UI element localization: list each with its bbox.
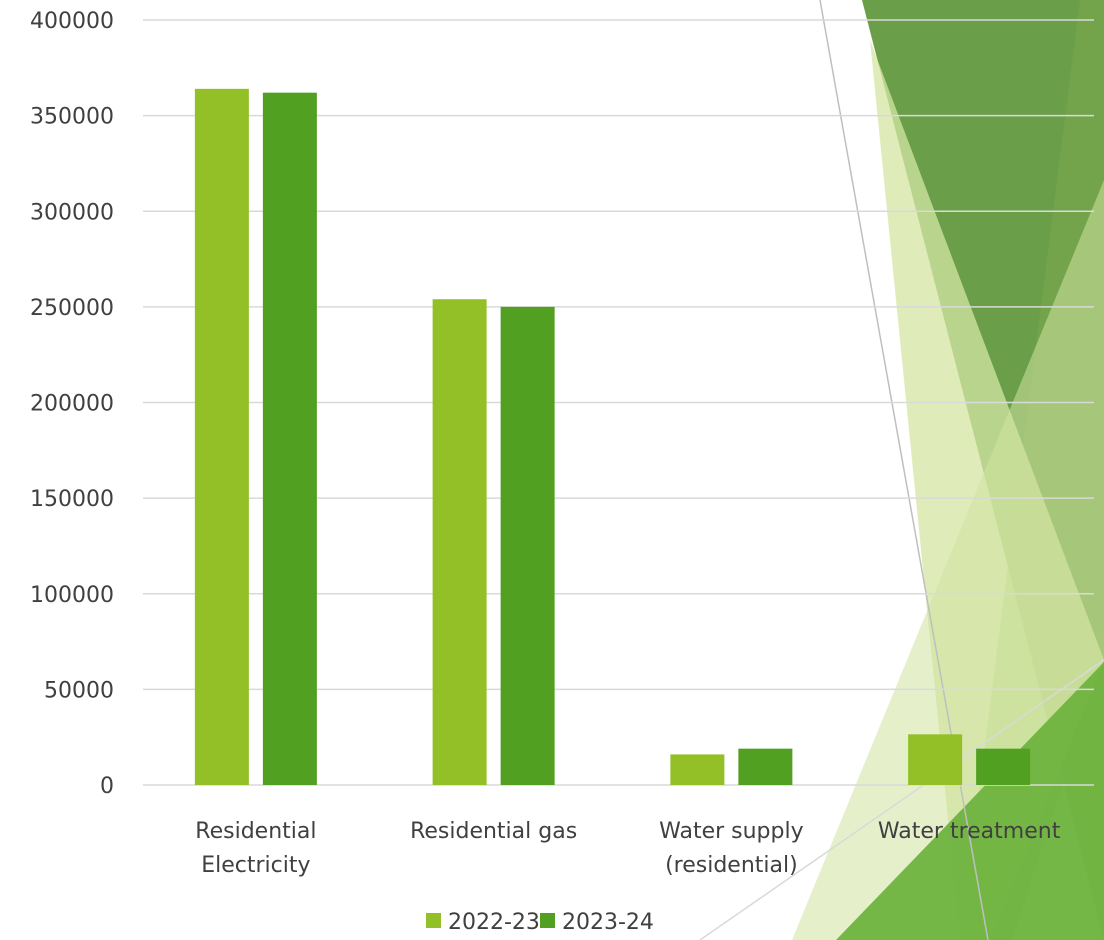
decor-line-lower [699, 659, 1104, 940]
x-tick-label: Residential gas [410, 819, 577, 844]
x-tick-label: Electricity [201, 853, 310, 878]
y-tick-label: 200000 [30, 392, 114, 417]
x-tick-label: Water treatment [878, 819, 1061, 844]
bar-2023-24-2 [738, 748, 793, 785]
bar-2022-23-1 [432, 299, 487, 785]
bar-2022-23-0 [194, 88, 249, 786]
decor-green-triangle [836, 662, 1104, 940]
bar-2022-23-2 [670, 754, 725, 785]
x-tick-label: Residential [195, 819, 316, 844]
legend-swatch-2023-24 [540, 913, 555, 928]
y-tick-label: 50000 [44, 678, 114, 703]
y-tick-label: 300000 [30, 200, 114, 225]
y-tick-label: 400000 [30, 9, 114, 34]
y-axis-ticks: 0 50000 100000 150000 200000 250000 300000 3500… [30, 9, 114, 799]
legend-label: 2023-24 [562, 910, 654, 935]
x-axis-ticks: Residential Electricity Residential gas Wat… [195, 819, 1060, 878]
y-tick-label: 250000 [30, 296, 114, 321]
y-tick-label: 100000 [30, 583, 114, 608]
x-tick-label: Water supply [659, 819, 804, 844]
legend: 2022-23 2023-24 [426, 910, 654, 935]
bar-2023-24-1 [500, 306, 555, 785]
legend-label: 2022-23 [448, 910, 540, 935]
y-tick-label: 0 [100, 774, 114, 799]
y-tick-label: 350000 [30, 105, 114, 130]
x-tick-label: (residential) [665, 853, 798, 878]
legend-swatch-2022-23 [426, 913, 441, 928]
bars [194, 88, 1031, 786]
bar-2023-24-0 [262, 92, 317, 786]
bar-2022-23-3 [908, 734, 963, 785]
bar-2023-24-3 [976, 748, 1031, 785]
y-tick-label: 150000 [30, 487, 114, 512]
